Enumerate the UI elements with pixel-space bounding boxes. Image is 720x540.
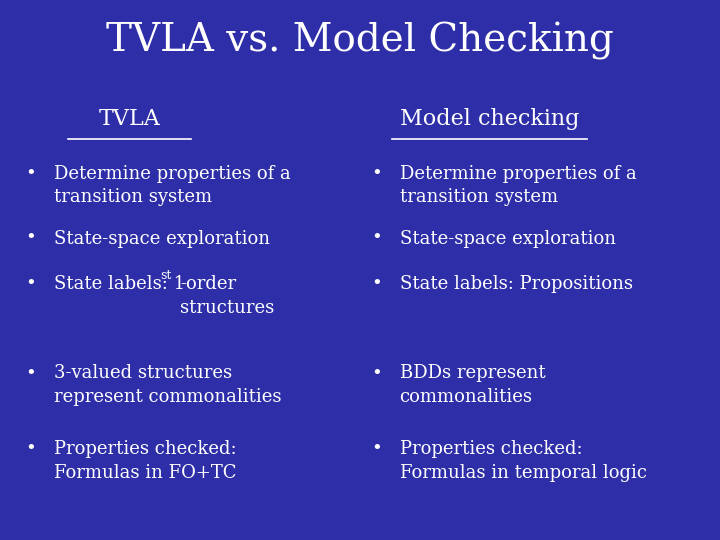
Text: Properties checked:
Formulas in FO+TC: Properties checked: Formulas in FO+TC: [54, 440, 237, 482]
Text: State labels: 1: State labels: 1: [54, 275, 185, 293]
Text: •: •: [25, 440, 36, 458]
Text: •: •: [25, 364, 36, 382]
Text: •: •: [371, 165, 382, 183]
Text: State-space exploration: State-space exploration: [400, 230, 616, 247]
Text: 3-valued structures
represent commonalities: 3-valued structures represent commonalit…: [54, 364, 282, 406]
Text: •: •: [25, 230, 36, 247]
Text: •: •: [371, 364, 382, 382]
Text: BDDs represent
commonalities: BDDs represent commonalities: [400, 364, 545, 406]
Text: •: •: [371, 440, 382, 458]
Text: Properties checked:
Formulas in temporal logic: Properties checked: Formulas in temporal…: [400, 440, 647, 482]
Text: •: •: [25, 165, 36, 183]
Text: Determine properties of a
transition system: Determine properties of a transition sys…: [400, 165, 636, 206]
Text: TVLA vs. Model Checking: TVLA vs. Model Checking: [106, 22, 614, 59]
Text: Determine properties of a
transition system: Determine properties of a transition sys…: [54, 165, 291, 206]
Text: st: st: [161, 269, 172, 282]
Text: Model checking: Model checking: [400, 108, 580, 130]
Text: State labels: Propositions: State labels: Propositions: [400, 275, 633, 293]
Text: •: •: [25, 275, 36, 293]
Text: State-space exploration: State-space exploration: [54, 230, 270, 247]
Text: TVLA: TVLA: [99, 108, 161, 130]
Text: •: •: [371, 230, 382, 247]
Text: •: •: [371, 275, 382, 293]
Text: -order
structures: -order structures: [180, 275, 274, 317]
